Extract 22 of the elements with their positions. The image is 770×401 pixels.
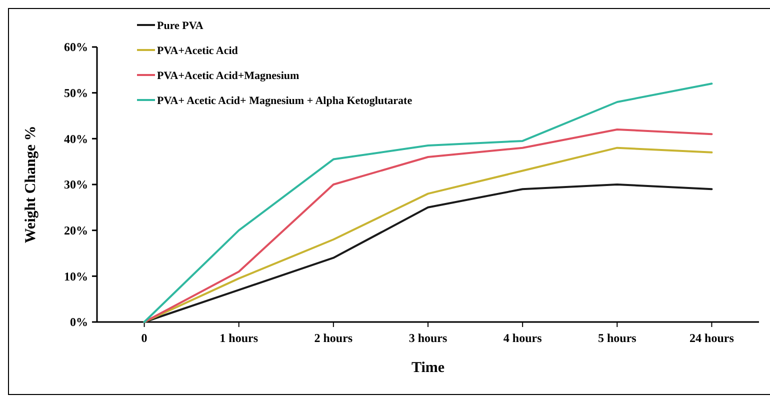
- legend-label: PVA+Acetic Acid: [157, 44, 238, 57]
- x-tick-label: 0: [141, 331, 148, 345]
- x-tick-label: 4 hours: [503, 331, 542, 345]
- y-tick-label: 10%: [64, 269, 88, 284]
- y-tick-label: 60%: [64, 40, 88, 54]
- legend-label: Pure PVA: [157, 20, 204, 32]
- x-tick-label: 24 hours: [690, 331, 734, 345]
- x-tick-label: 1 hours: [220, 331, 258, 345]
- x-tick-label: 2 hours: [314, 331, 353, 345]
- x-axis-title: Time: [411, 360, 445, 376]
- y-tick-label: 0%: [70, 315, 88, 330]
- y-tick-label: 50%: [64, 86, 88, 100]
- legend-label: PVA+ Acetic Acid+ Magnesium + Alpha Ketoglutarate: [157, 94, 412, 107]
- x-tick-label: 5 hours: [598, 331, 637, 345]
- y-tick-label: 30%: [64, 178, 88, 192]
- line-series: [143, 184, 713, 323]
- x-tick-label: 3 hours: [408, 331, 448, 345]
- legend-label: PVA+Acetic Acid+Magnesium: [157, 70, 300, 82]
- line-series: [143, 82, 713, 323]
- y-axis-title: Weight Change %: [23, 126, 39, 244]
- y-tick-label: 20%: [64, 224, 88, 238]
- y-tick-label: 40%: [64, 132, 88, 146]
